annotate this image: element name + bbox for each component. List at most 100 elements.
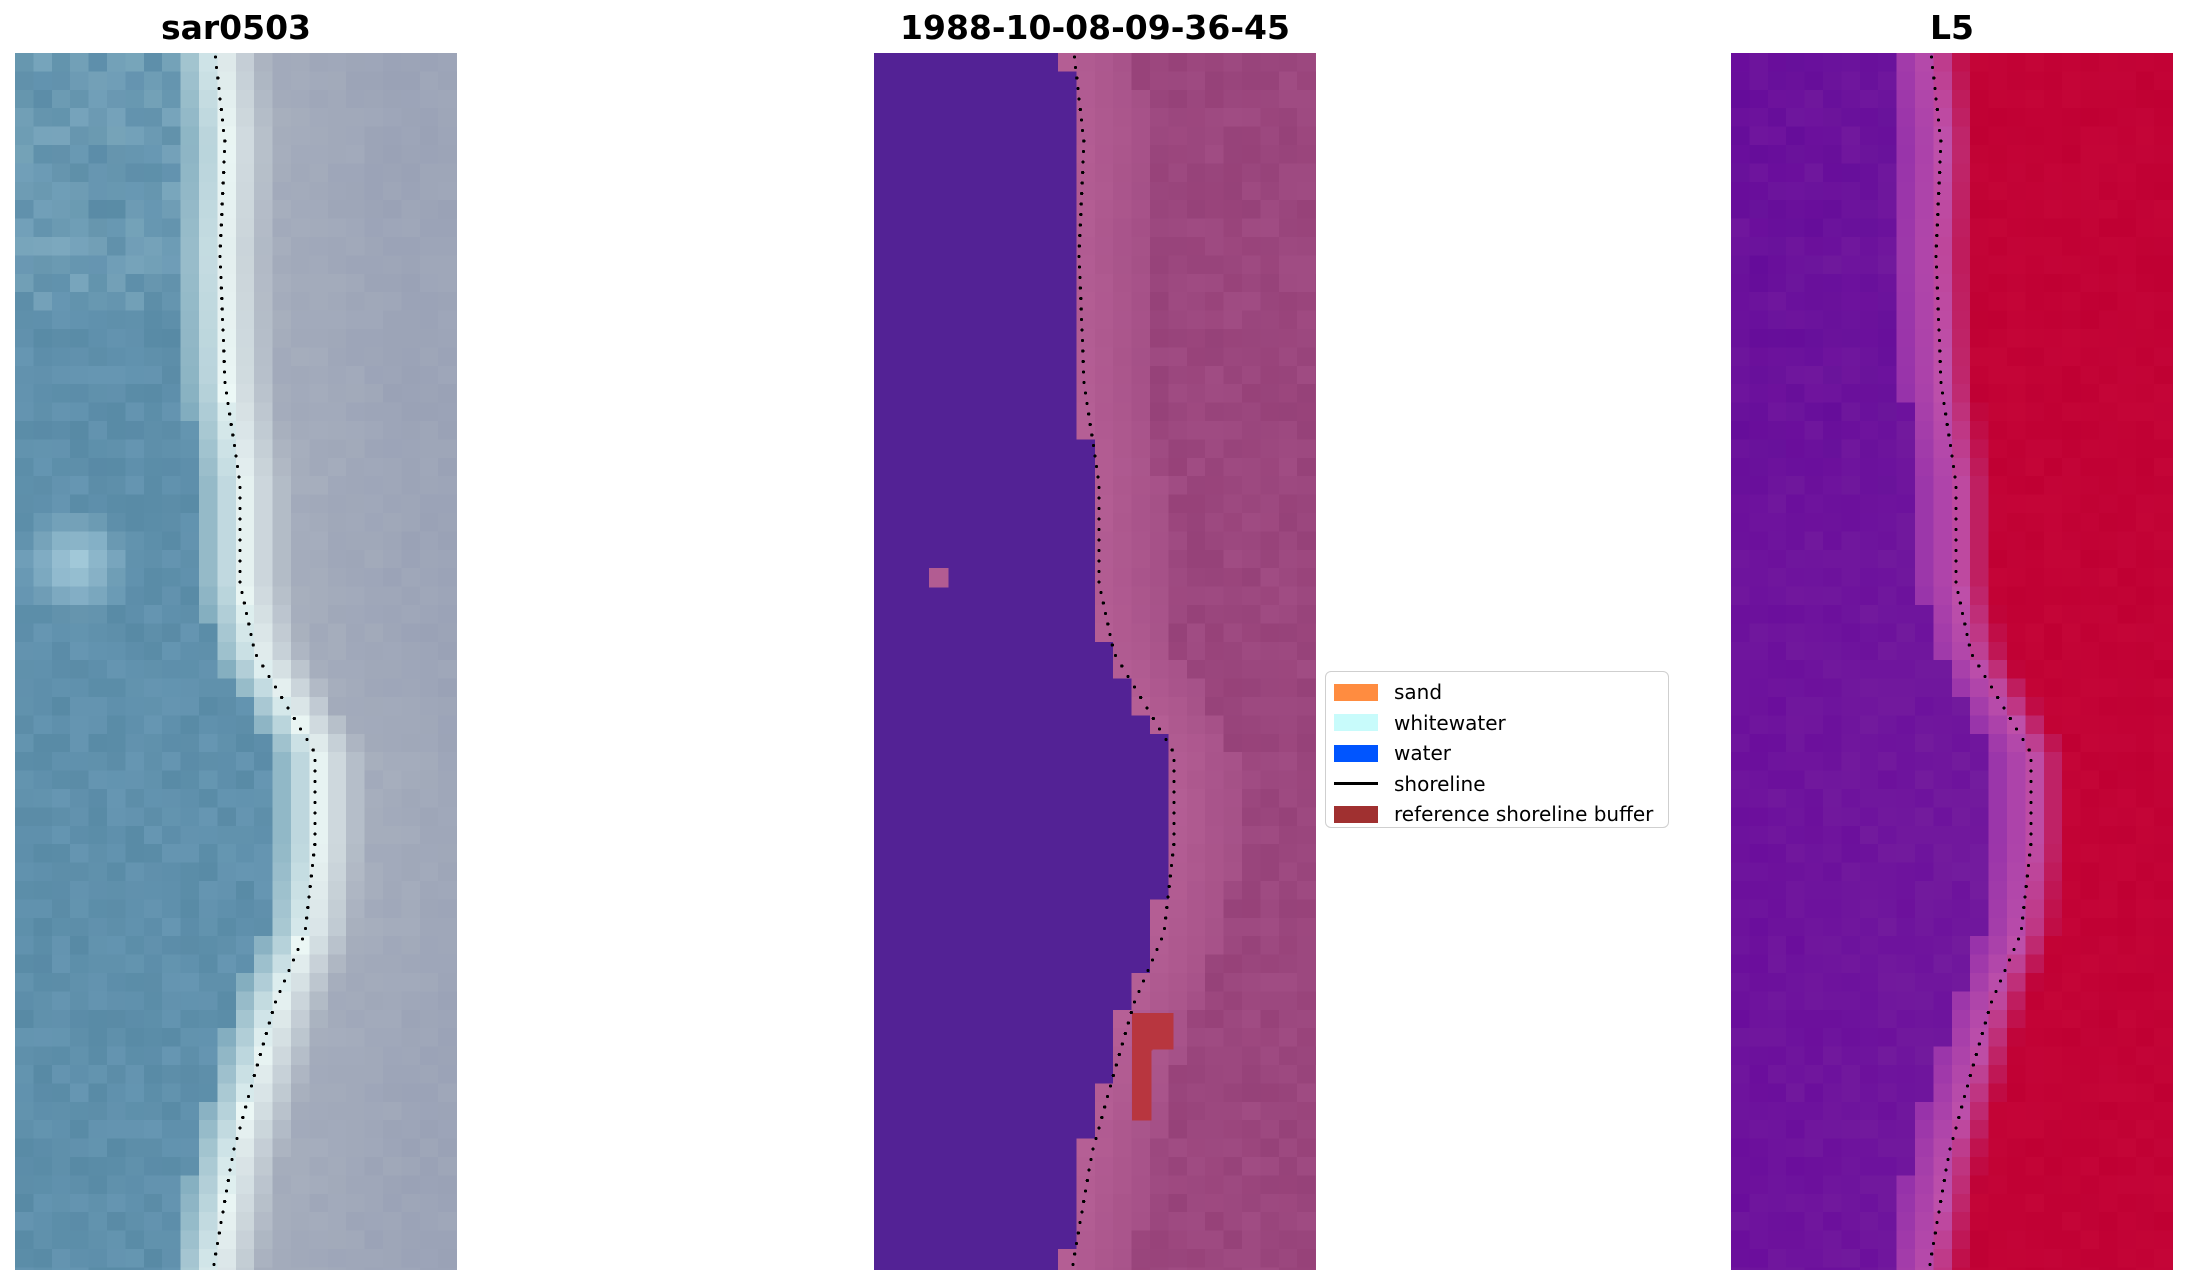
classified-pixel bbox=[929, 844, 949, 864]
classified-pixel bbox=[892, 513, 912, 532]
classified-pixel bbox=[947, 1212, 967, 1232]
rgb-pixel bbox=[401, 292, 421, 312]
classified-pixel bbox=[1076, 531, 1096, 551]
rgb-pixel bbox=[15, 733, 34, 753]
classified-pixel bbox=[874, 678, 893, 698]
classified-pixel bbox=[1150, 715, 1169, 735]
rgb-pixel bbox=[235, 844, 255, 864]
classified-pixel bbox=[1076, 53, 1096, 72]
rgb-pixel bbox=[346, 476, 366, 496]
classified-pixel bbox=[1242, 145, 1261, 164]
rgb-pixel bbox=[438, 752, 457, 772]
classified-pixel bbox=[1260, 862, 1280, 882]
classified-pixel bbox=[1076, 255, 1096, 275]
rgb-pixel bbox=[51, 200, 71, 220]
rgb-pixel bbox=[383, 1009, 402, 1029]
rgb-pixel bbox=[70, 623, 90, 643]
classified-pixel bbox=[1205, 586, 1225, 606]
rgb-pixel bbox=[254, 1138, 274, 1158]
rgb-pixel bbox=[143, 1193, 163, 1213]
classified-pixel bbox=[1094, 899, 1114, 919]
index-pixel bbox=[2135, 936, 2155, 956]
index-pixel bbox=[2080, 973, 2100, 992]
index-pixel bbox=[2007, 917, 2026, 937]
classified-pixel bbox=[1168, 310, 1188, 330]
rgb-pixel bbox=[51, 733, 71, 753]
rgb-pixel bbox=[70, 476, 90, 496]
rgb-pixel bbox=[254, 623, 274, 643]
index-pixel bbox=[2135, 899, 2155, 919]
rgb-pixel bbox=[107, 89, 126, 109]
index-pixel bbox=[1731, 991, 1750, 1011]
classified-pixel bbox=[929, 1138, 949, 1158]
index-pixel bbox=[1878, 476, 1898, 496]
classified-pixel bbox=[1242, 200, 1261, 220]
rgb-pixel bbox=[15, 807, 34, 827]
classified-pixel bbox=[1242, 71, 1261, 91]
index-pixel bbox=[1841, 439, 1861, 459]
index-pixel bbox=[2025, 421, 2045, 440]
index-pixel bbox=[1731, 844, 1750, 864]
rgb-pixel bbox=[364, 1212, 384, 1232]
classified-pixel bbox=[929, 586, 949, 606]
classified-pixel bbox=[1113, 678, 1133, 698]
rgb-pixel bbox=[401, 365, 421, 385]
classified-pixel bbox=[1278, 623, 1298, 643]
classified-pixel bbox=[947, 733, 967, 753]
classified-pixel bbox=[1002, 605, 1022, 624]
index-pixel bbox=[1933, 421, 1953, 440]
index-pixel bbox=[2117, 1046, 2137, 1066]
classified-pixel bbox=[984, 292, 1004, 312]
classified-pixel bbox=[874, 1193, 893, 1213]
shoreline-point bbox=[220, 307, 224, 311]
index-pixel bbox=[2007, 641, 2026, 661]
index-pixel bbox=[2043, 457, 2063, 477]
index-pixel bbox=[1841, 513, 1861, 532]
index-pixel bbox=[2007, 71, 2026, 91]
shoreline-point bbox=[1091, 443, 1095, 448]
index-pixel bbox=[2007, 1028, 2026, 1048]
index-pixel bbox=[1951, 347, 1971, 367]
rgb-pixel bbox=[401, 494, 421, 514]
index-pixel bbox=[1804, 605, 1824, 624]
classified-pixel bbox=[966, 1120, 985, 1140]
rgb-pixel bbox=[272, 1175, 292, 1195]
index-pixel bbox=[1731, 476, 1750, 496]
index-pixel bbox=[1749, 954, 1769, 974]
index-pixel bbox=[2117, 108, 2137, 128]
index-pixel bbox=[1767, 255, 1787, 275]
rgb-pixel bbox=[162, 237, 182, 256]
rgb-pixel bbox=[364, 789, 384, 808]
rgb-pixel bbox=[419, 936, 439, 956]
index-pixel bbox=[1859, 568, 1879, 588]
classified-pixel bbox=[1242, 1065, 1261, 1084]
rgb-pixel bbox=[309, 347, 329, 367]
index-pixel bbox=[2007, 844, 2026, 864]
shoreline-point bbox=[1162, 926, 1167, 931]
classified-pixel bbox=[1223, 163, 1243, 183]
classified-pixel bbox=[1150, 678, 1169, 698]
rgb-pixel bbox=[15, 1230, 34, 1250]
classified-pixel bbox=[1113, 623, 1133, 643]
rgb-pixel bbox=[346, 292, 366, 312]
rgb-pixel bbox=[291, 1138, 310, 1158]
index-pixel bbox=[2062, 365, 2082, 385]
rgb-pixel bbox=[401, 623, 421, 643]
rgb-pixel bbox=[33, 402, 53, 422]
classified-pixel bbox=[1002, 329, 1022, 348]
index-pixel bbox=[1841, 1009, 1861, 1029]
classified-pixel bbox=[1223, 89, 1243, 109]
rgb-pixel bbox=[70, 1065, 90, 1084]
rgb-pixel bbox=[107, 641, 126, 661]
index-pixel bbox=[2080, 825, 2100, 845]
index-pixel bbox=[1896, 733, 1916, 753]
classified-pixel bbox=[1186, 660, 1206, 680]
index-pixel bbox=[2080, 181, 2100, 201]
index-pixel bbox=[1749, 991, 1769, 1011]
index-pixel bbox=[2135, 660, 2155, 680]
rgb-pixel bbox=[235, 163, 255, 183]
classified-pixel bbox=[1223, 807, 1243, 827]
shoreline-point bbox=[1168, 874, 1172, 878]
classified-pixel bbox=[966, 605, 985, 624]
rgb-pixel bbox=[51, 1267, 71, 1270]
